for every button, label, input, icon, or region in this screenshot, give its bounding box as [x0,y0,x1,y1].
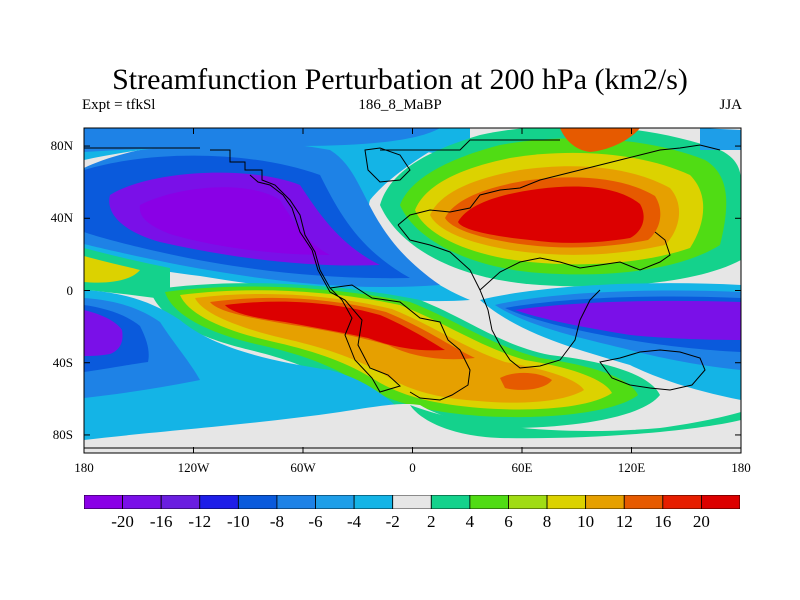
east-pacific-positive-tongue-yellow [84,256,140,283]
colorbar [84,495,740,509]
case-label: 186_8_MaBP [358,97,442,113]
colorbar-swatch [353,495,394,509]
antarctic-cyan-strip [410,405,741,439]
colorbar-swatch [392,495,432,509]
colorbar-swatch [160,495,201,509]
europe-asia-coast [397,144,721,226]
colorbar-swatch [662,495,702,509]
lat-tick-label: 80S [52,426,73,442]
lon-tick-label: 180 [731,460,751,475]
south-negative-core [515,300,741,340]
colorbar-swatch [546,495,587,509]
lat-tick-label: 80N [50,138,73,154]
south-america-coast [329,284,471,401]
arctic-negative-cap-inner [84,128,440,152]
lon-tick-label: 120W [177,460,210,475]
colorbar-swatch [623,495,664,509]
colorbar-level-label: 8 [542,512,552,531]
lon-tick-label: 60W [290,460,316,475]
antarctic-neutral-band [84,403,741,453]
colorbar-level-label: 6 [504,512,513,531]
colorbar-level-label: -20 [111,512,134,531]
experiment-label: Expt = tfkSl [82,97,156,113]
colorbar-swatch [276,495,316,509]
colorbar-swatch [199,495,239,509]
colorbar-level-label: 2 [427,512,436,531]
colorbar-level-label: 4 [465,512,475,531]
lat-tick-label: 40S [52,354,73,370]
lon-tick-label: 180 [74,460,94,475]
arctic-positive-north-asia [560,128,640,152]
colorbar-swatch [701,495,740,509]
colorbar-level-label: -2 [385,512,400,531]
colorbar-swatch [469,495,509,509]
arctic-coast [84,139,560,151]
colorbar-level-label: 12 [615,512,633,531]
lat-tick-label: 0 [66,282,74,298]
lat-tick-label: 40N [50,210,73,226]
colorbar-level-label: -4 [347,512,362,531]
season-label: JJA [719,97,742,113]
greenland-coast [364,147,411,183]
colorbar-swatch [315,495,355,509]
colorbar-level-label: -6 [308,512,323,531]
colorbar-level-label: -8 [269,512,285,531]
colorbar-swatch [508,495,548,509]
north-america-coast [210,149,401,393]
south-atlantic-positive-core [500,372,552,390]
west-pacific-negative-edge [700,128,741,150]
south-pacific-negative-core [84,310,123,356]
colorbar-swatch [84,495,123,509]
lon-tick-label: 120E [617,460,646,475]
axis-ticks [83,128,742,453]
lon-tick-label: 60E [511,460,533,475]
colorbar-swatch [237,495,278,509]
colorbar-level-label: 20 [692,512,710,531]
colorbar-swatch [430,495,471,509]
plot-title: Streamfunction Perturbation at 200 hPa (… [112,63,688,96]
colorbar-level-label: -10 [227,512,250,531]
africa-coast [397,224,601,369]
north-positive-core [458,186,644,243]
colorbar-level-label: 16 [654,512,672,531]
colorbar-swatch [585,495,625,509]
south-positive-core [225,301,445,351]
north-negative-peak [139,187,330,255]
australia-coast [599,349,706,391]
colorbar-level-label: 10 [577,512,595,531]
colorbar-level-label: -12 [188,512,212,531]
colorbar-level-label: -16 [149,512,173,531]
lon-tick-label: 0 [409,460,416,475]
asia-south-coast [479,231,671,291]
colorbar-swatch [122,495,162,509]
